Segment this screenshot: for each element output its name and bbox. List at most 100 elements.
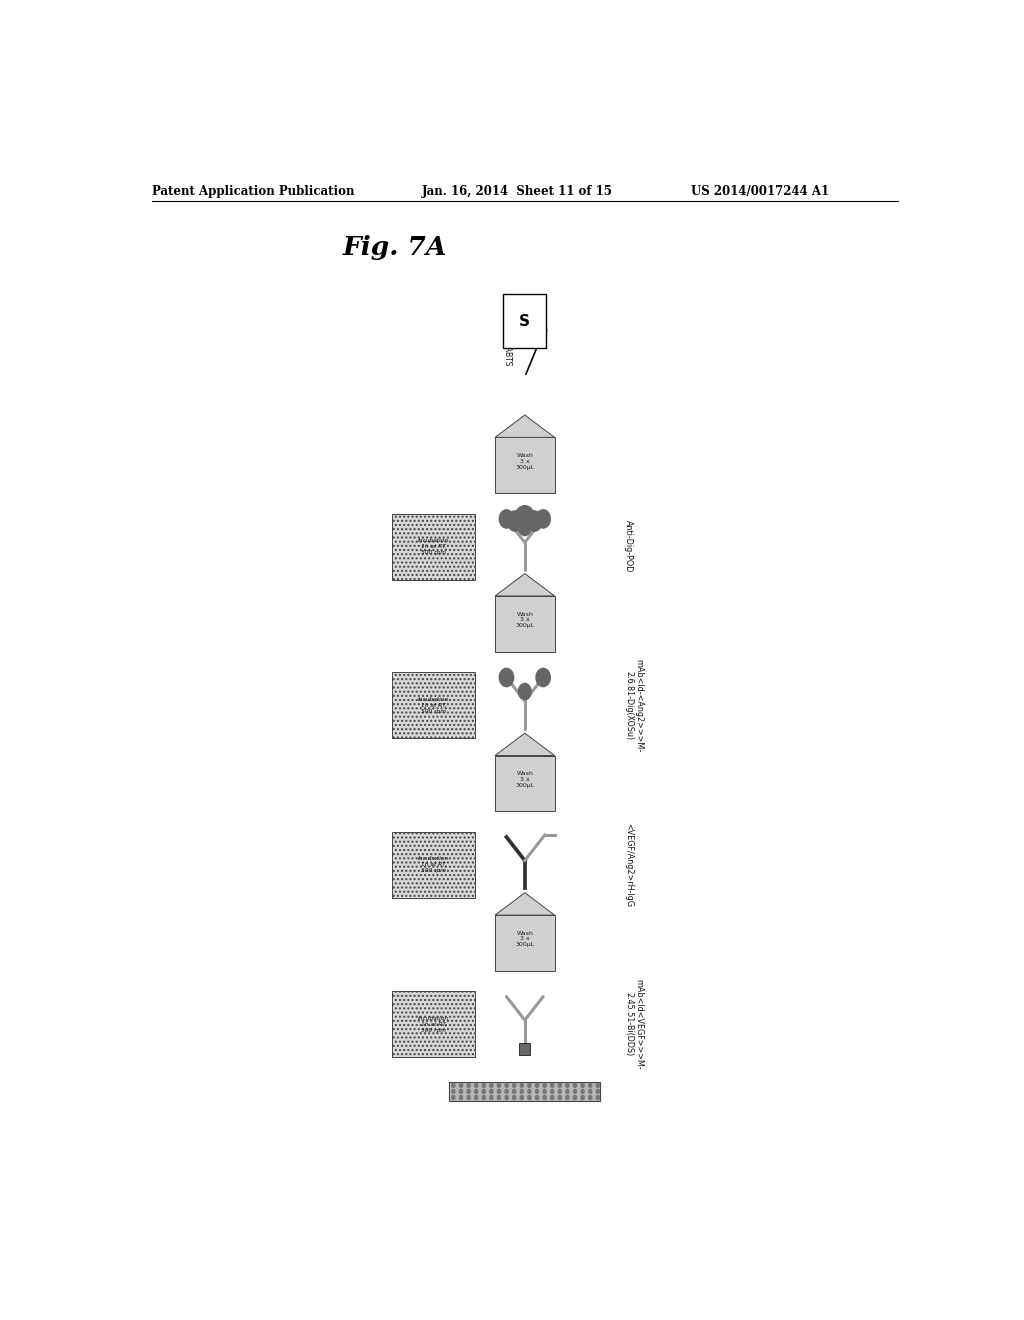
Circle shape <box>596 1096 599 1100</box>
Circle shape <box>526 511 543 531</box>
Circle shape <box>489 1089 493 1093</box>
Circle shape <box>514 506 536 532</box>
Circle shape <box>498 1089 501 1093</box>
Circle shape <box>474 1089 478 1093</box>
Text: Incubation
1h at RT,
500 rpm: Incubation 1h at RT, 500 rpm <box>418 857 450 873</box>
Circle shape <box>452 1096 455 1100</box>
Text: Wash
3 x
300μL: Wash 3 x 300μL <box>515 453 535 470</box>
Circle shape <box>520 1096 523 1100</box>
Polygon shape <box>495 414 555 437</box>
Circle shape <box>505 1084 508 1088</box>
Circle shape <box>482 1096 485 1100</box>
Circle shape <box>513 1089 516 1093</box>
Text: Wash
3 x
300μL: Wash 3 x 300μL <box>515 611 535 628</box>
FancyBboxPatch shape <box>450 1082 600 1101</box>
Circle shape <box>520 1089 523 1093</box>
Circle shape <box>558 1096 561 1100</box>
Circle shape <box>482 1084 485 1088</box>
Circle shape <box>489 1096 493 1100</box>
Circle shape <box>581 1096 585 1100</box>
FancyBboxPatch shape <box>495 755 555 812</box>
Circle shape <box>558 1089 561 1093</box>
Circle shape <box>573 1084 577 1088</box>
Circle shape <box>596 1089 599 1093</box>
Circle shape <box>543 1084 546 1088</box>
Text: + ABTS: + ABTS <box>503 338 512 366</box>
Text: Wash
3 x
300μL: Wash 3 x 300μL <box>515 771 535 788</box>
Circle shape <box>500 510 514 528</box>
Polygon shape <box>495 892 555 915</box>
Text: Wash
3 x
300μL: Wash 3 x 300μL <box>515 931 535 948</box>
Circle shape <box>566 1096 569 1100</box>
Circle shape <box>589 1089 592 1093</box>
Circle shape <box>551 1096 554 1100</box>
Circle shape <box>474 1084 478 1088</box>
Circle shape <box>573 1089 577 1093</box>
Text: Fig. 7A: Fig. 7A <box>342 235 446 260</box>
Circle shape <box>507 511 523 531</box>
Circle shape <box>460 1096 463 1100</box>
Circle shape <box>498 1096 501 1100</box>
Circle shape <box>460 1084 463 1088</box>
Text: mAb<Id<VEGF>>>M-
2.45.51-Bi(DDS): mAb<Id<VEGF>>>M- 2.45.51-Bi(DDS) <box>624 979 643 1069</box>
Circle shape <box>581 1084 585 1088</box>
Circle shape <box>536 510 550 528</box>
Circle shape <box>536 1096 539 1100</box>
FancyBboxPatch shape <box>392 991 475 1057</box>
Circle shape <box>505 1089 508 1093</box>
Circle shape <box>452 1089 455 1093</box>
Circle shape <box>581 1089 585 1093</box>
Circle shape <box>573 1096 577 1100</box>
Circle shape <box>527 1096 531 1100</box>
Circle shape <box>520 1084 523 1088</box>
Circle shape <box>589 1096 592 1100</box>
Circle shape <box>518 684 531 700</box>
Circle shape <box>482 1089 485 1093</box>
Circle shape <box>566 1084 569 1088</box>
FancyBboxPatch shape <box>392 832 475 898</box>
Circle shape <box>513 1096 516 1100</box>
Circle shape <box>498 1084 501 1088</box>
Circle shape <box>543 1089 546 1093</box>
Circle shape <box>536 668 550 686</box>
FancyBboxPatch shape <box>495 437 555 494</box>
Text: Anti-Dig-POD: Anti-Dig-POD <box>624 520 633 573</box>
Circle shape <box>527 1084 531 1088</box>
Circle shape <box>467 1084 470 1088</box>
Circle shape <box>500 668 514 686</box>
Text: mAb<Id-<Ang2>>>M-
2.6.81-Dig(XOSu): mAb<Id-<Ang2>>>M- 2.6.81-Dig(XOSu) <box>624 659 643 752</box>
Text: Jan. 16, 2014  Sheet 11 of 15: Jan. 16, 2014 Sheet 11 of 15 <box>422 185 612 198</box>
FancyBboxPatch shape <box>392 513 475 579</box>
Polygon shape <box>495 574 555 595</box>
Circle shape <box>452 1084 455 1088</box>
FancyBboxPatch shape <box>392 672 475 738</box>
Text: Incubation
1h at RT,
500 rpm: Incubation 1h at RT, 500 rpm <box>418 539 450 554</box>
FancyBboxPatch shape <box>495 915 555 972</box>
Circle shape <box>566 1089 569 1093</box>
Circle shape <box>551 1089 554 1093</box>
Polygon shape <box>495 733 555 755</box>
Circle shape <box>558 1084 561 1088</box>
Text: US 2014/0017244 A1: US 2014/0017244 A1 <box>691 185 829 198</box>
Circle shape <box>596 1084 599 1088</box>
Circle shape <box>551 1084 554 1088</box>
Circle shape <box>513 1084 516 1088</box>
Text: Incubation
1h at RT,
500 rpm: Incubation 1h at RT, 500 rpm <box>418 1016 450 1032</box>
FancyBboxPatch shape <box>504 293 546 348</box>
Circle shape <box>489 1084 493 1088</box>
Circle shape <box>589 1084 592 1088</box>
FancyBboxPatch shape <box>495 595 555 652</box>
Circle shape <box>527 1089 531 1093</box>
Circle shape <box>518 519 531 536</box>
Circle shape <box>460 1089 463 1093</box>
Circle shape <box>467 1096 470 1100</box>
Circle shape <box>474 1096 478 1100</box>
Circle shape <box>543 1096 546 1100</box>
Text: Patent Application Publication: Patent Application Publication <box>152 185 354 198</box>
Text: <VEGF/Ang2>rH-IgG: <VEGF/Ang2>rH-IgG <box>624 822 633 907</box>
Circle shape <box>467 1089 470 1093</box>
Text: Incubation
1h at RT,
500 rpm: Incubation 1h at RT, 500 rpm <box>418 697 450 714</box>
Circle shape <box>536 1084 539 1088</box>
Circle shape <box>505 1096 508 1100</box>
Circle shape <box>536 1089 539 1093</box>
